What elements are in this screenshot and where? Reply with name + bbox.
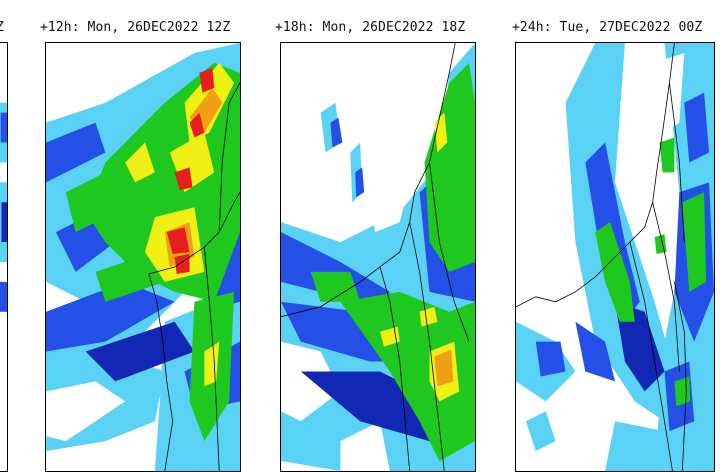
precip-map-3 bbox=[516, 43, 714, 471]
map-panel-3 bbox=[515, 42, 715, 472]
panel-2-label: +18h: Mon, 26DEC2022 18Z bbox=[275, 20, 466, 35]
precip-map-2 bbox=[281, 43, 475, 471]
panel-3-label: +24h: Tue, 27DEC2022 00Z bbox=[512, 20, 703, 35]
precip-field bbox=[516, 43, 714, 471]
panel-1-label: +12h: Mon, 26DEC2022 12Z bbox=[40, 20, 231, 35]
coastline bbox=[281, 43, 470, 471]
precip-map-0 bbox=[0, 43, 7, 471]
map-panel-2 bbox=[280, 42, 476, 472]
map-panel-1 bbox=[45, 42, 241, 472]
map-panel-0 bbox=[0, 42, 8, 472]
precip-field bbox=[46, 43, 240, 471]
coastline bbox=[148, 82, 240, 471]
panel-0-label: Z bbox=[0, 20, 4, 35]
precip-field bbox=[281, 43, 475, 471]
precip-map-1 bbox=[46, 43, 240, 471]
coastline bbox=[516, 43, 687, 471]
